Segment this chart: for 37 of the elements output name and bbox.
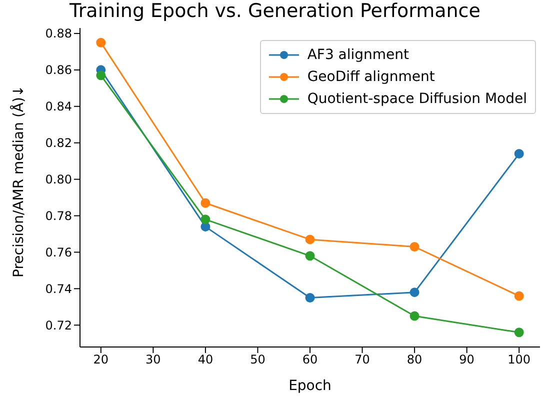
- chart-title: Training Epoch vs. Generation Performance: [68, 0, 482, 22]
- point: [96, 70, 106, 80]
- legend-label: Quotient-space Diffusion Model: [307, 90, 527, 109]
- x-tick-label: 90: [459, 352, 474, 367]
- point: [514, 328, 524, 338]
- y-tick-label: 0.80: [45, 172, 72, 187]
- point: [410, 311, 420, 321]
- legend-label: AF3 alignment: [307, 46, 410, 65]
- point: [305, 234, 315, 244]
- x-tick-label: 30: [146, 352, 161, 367]
- x-tick-label: 70: [354, 352, 370, 367]
- x-axis-title: Epoch: [288, 378, 332, 394]
- x-tick-label: 80: [406, 352, 422, 367]
- point: [514, 149, 524, 159]
- y-tick-label: 0.78: [45, 209, 72, 224]
- y-tick-label: 0.74: [45, 282, 72, 296]
- point: [200, 214, 210, 224]
- y-tick-label: 0.86: [45, 63, 72, 78]
- y-tick-label: 0.88: [45, 26, 72, 41]
- x-tick-label: 100: [508, 352, 531, 367]
- x-tick-label: 50: [250, 352, 266, 367]
- point: [514, 291, 524, 301]
- y-tick-label: 0.82: [45, 136, 72, 150]
- x-tick-label: 60: [302, 352, 318, 367]
- y-tick-label: 0.72: [45, 318, 72, 332]
- legend-label: GeoDiff alignment: [307, 68, 435, 87]
- x-tick-label: 40: [198, 352, 214, 367]
- point: [410, 288, 420, 298]
- y-axis-title: Precision/AMR median (Å)↓: [10, 85, 27, 278]
- point: [305, 293, 315, 303]
- x-tick-label: 20: [93, 352, 109, 367]
- point: [305, 251, 315, 261]
- point: [410, 242, 420, 252]
- y-tick-label: 0.84: [45, 100, 72, 114]
- point: [200, 198, 210, 208]
- point: [96, 38, 106, 48]
- y-tick-label: 0.76: [45, 245, 72, 260]
